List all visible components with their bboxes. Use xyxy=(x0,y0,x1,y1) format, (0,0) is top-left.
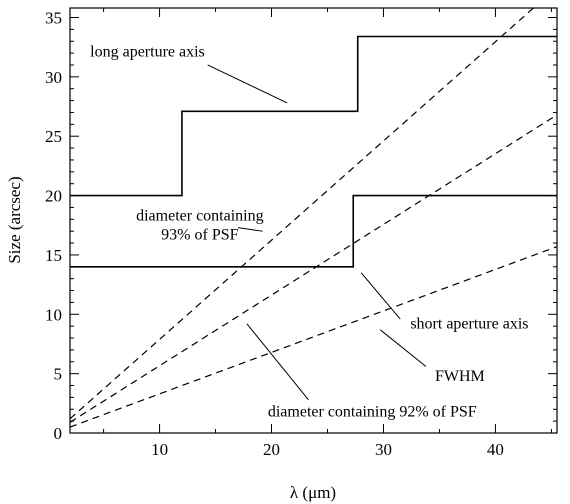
annotation-text: long aperture axis xyxy=(90,44,205,61)
y-tick-label: 5 xyxy=(54,365,63,384)
annotation-text: FWHM xyxy=(435,368,485,385)
annotation-short: short aperture axis xyxy=(360,272,529,333)
series-line-diameter-containing-93-of-psf xyxy=(70,8,534,420)
y-tick-label: 35 xyxy=(45,8,62,27)
x-tick-label: 40 xyxy=(487,440,504,459)
y-tick-label: 10 xyxy=(45,305,62,324)
series-line-long-aperture-axis xyxy=(70,35,557,197)
y-tick-label: 20 xyxy=(45,187,62,206)
annotation-d92: diameter containing 92% of PSF xyxy=(246,323,477,420)
annotation-text: short aperture axis xyxy=(410,316,528,333)
x-tick-label: 30 xyxy=(375,440,392,459)
annotation-leader-line xyxy=(246,323,309,401)
annotation-leader-line xyxy=(360,272,401,320)
series-line-fwhm xyxy=(70,246,557,428)
annotation-fwhm: FWHM xyxy=(379,329,485,385)
y-tick-label: 25 xyxy=(45,127,62,146)
axis-ticks: 10 20 30 40 0 5 10 15 20 25 30 35 xyxy=(45,8,557,459)
annotation-d93: diameter containing 93% of PSF xyxy=(136,208,264,244)
annotations: long aperture axis diameter containing 93%… xyxy=(90,44,528,421)
x-tick-label: 10 xyxy=(151,440,168,459)
plot-frame xyxy=(69,7,558,434)
series-line-short-aperture-axis xyxy=(70,194,557,268)
annotation-text: diameter containing 92% of PSF xyxy=(268,403,477,420)
annotation-text: 93% of PSF xyxy=(161,227,238,244)
annotation-leader-line xyxy=(379,329,427,367)
plot-marks xyxy=(70,8,557,428)
annotation-long: long aperture axis xyxy=(90,44,288,104)
y-tick-label: 15 xyxy=(45,246,62,265)
annotation-leader-line xyxy=(237,227,263,232)
annotation-leader-line xyxy=(207,64,288,104)
y-tick-label: 0 xyxy=(54,424,63,443)
y-tick-label: 30 xyxy=(45,68,62,87)
x-tick-label: 20 xyxy=(263,440,280,459)
annotation-text: diameter containing xyxy=(136,208,264,225)
x-axis-label: λ (μm) xyxy=(290,483,336,502)
y-axis-label: Size (arcsec) xyxy=(5,176,24,263)
